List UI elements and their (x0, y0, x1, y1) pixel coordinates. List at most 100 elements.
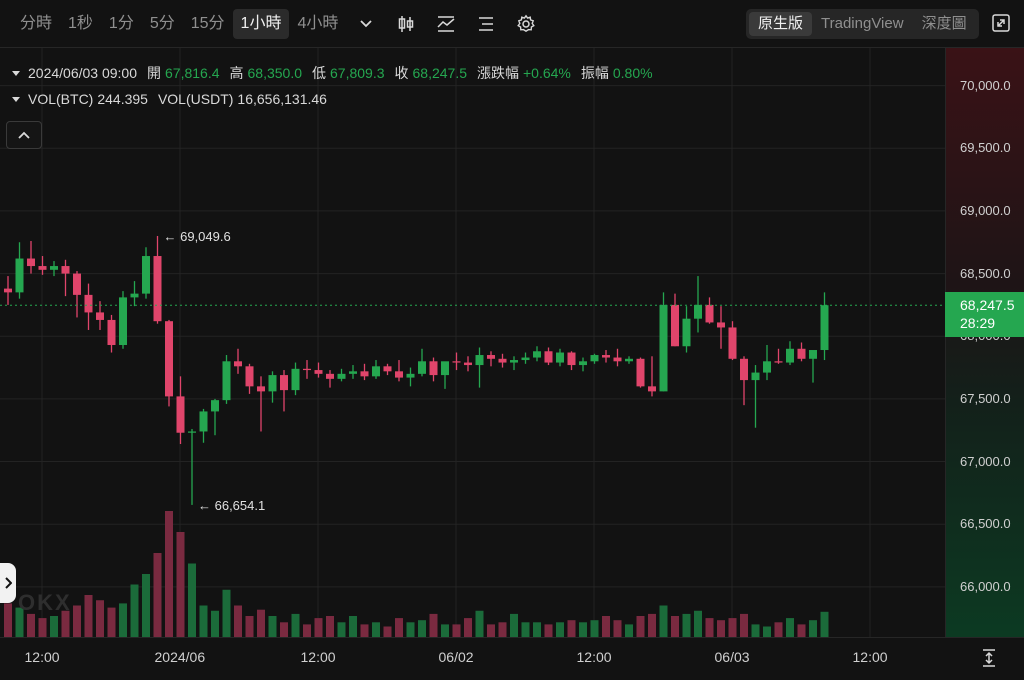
volume-bar (176, 532, 185, 637)
volume-bar (797, 624, 806, 637)
timeframe-4h[interactable]: 4小時 (297, 14, 339, 32)
candle-body (682, 318, 691, 347)
candle-body (268, 375, 277, 392)
candle-body (705, 304, 714, 323)
volume-bar (820, 611, 829, 637)
volume-bar (291, 613, 300, 637)
time-axis[interactable] (0, 637, 1024, 680)
candle-body (188, 431, 196, 433)
candle-body (395, 371, 403, 378)
time-tick-label: 12:00 (576, 649, 612, 665)
volume-bar (751, 624, 760, 637)
tab-native[interactable]: 原生版 (749, 12, 813, 36)
candle-body (728, 327, 737, 359)
fullscreen-icon[interactable] (988, 10, 1014, 36)
candle-body (314, 370, 323, 374)
legend-collapse-caret-icon[interactable] (12, 70, 20, 76)
timeframe-tick[interactable]: 分時 (20, 14, 53, 32)
volume-bar (717, 620, 725, 637)
candle-body (326, 373, 334, 379)
candle-body (774, 361, 783, 363)
volume-bar (349, 616, 357, 637)
timeframe-5m[interactable]: 5分 (149, 14, 175, 32)
candlestick-type-icon[interactable] (391, 9, 421, 39)
candle-body (61, 266, 70, 274)
candle-body (349, 371, 357, 374)
view-tabs: 原生版 TradingView 深度圖 (746, 9, 979, 39)
expand-sidebar-handle[interactable] (0, 563, 16, 603)
high-annotation: ← 69,049.6 (164, 229, 231, 244)
candle-body (4, 288, 12, 293)
volume-bar (406, 622, 415, 637)
volume-bar (579, 622, 587, 637)
amplitude-label: 振幅 (580, 65, 609, 81)
candle-body (602, 355, 610, 358)
volume-bar (452, 624, 461, 637)
candle-countdown: 28:29 (960, 315, 996, 331)
candle-body (613, 357, 622, 362)
candle-body (165, 321, 173, 397)
drawing-list-icon[interactable] (471, 9, 501, 39)
volume-bar (774, 622, 783, 637)
chevron-up-icon (18, 131, 30, 139)
candle-body (234, 361, 242, 367)
candle-body (176, 396, 185, 433)
high-value: 68,350.0 (247, 65, 303, 81)
candle-body (717, 322, 725, 328)
candle-body (291, 368, 300, 391)
time-tick-label: 12:00 (300, 649, 336, 665)
price-tick-label: 69,500.0 (960, 140, 1011, 156)
amplitude-value: 0.80% (612, 65, 653, 81)
volume-bar (383, 626, 392, 637)
volume-bar (510, 613, 518, 637)
volume-bar (15, 607, 24, 637)
price-tick-label: 70,000.0 (960, 77, 1011, 93)
candle-body (671, 304, 679, 347)
candle-body (406, 373, 415, 378)
timeframe-1s[interactable]: 1秒 (68, 14, 93, 32)
volume-bar (728, 618, 737, 637)
volume-bar (613, 620, 622, 637)
candle-body (636, 358, 645, 387)
candle-body (475, 355, 484, 366)
low-label: 低 (312, 65, 326, 81)
price-tick-label: 66,000.0 (960, 578, 1011, 594)
volume-legend: VOL(BTC) 244.395 VOL(USDT) 16,656,131.46 (12, 91, 337, 107)
candle-body (130, 293, 139, 298)
volume-bar (199, 605, 208, 637)
auto-fit-icon[interactable] (978, 647, 1000, 669)
candle-body (153, 256, 162, 322)
volume-bar (648, 613, 656, 637)
price-tick-label: 68,500.0 (960, 265, 1011, 281)
volume-bar (567, 620, 576, 637)
timeframe-1m[interactable]: 1分 (108, 14, 134, 32)
candle-body (50, 266, 58, 270)
volume-bar (38, 618, 47, 637)
timeframe-1h[interactable]: 1小時 (232, 8, 290, 39)
price-axis[interactable] (945, 48, 1024, 637)
volume-bar (521, 622, 530, 637)
volume-bar (245, 616, 254, 637)
candle-body (740, 358, 748, 381)
vol-usdt-value: 16,656,131.46 (237, 91, 327, 107)
candle-body (487, 355, 495, 359)
candlestick-chart[interactable]: ← 69,049.6 ← 66,654.1 (0, 48, 945, 637)
tab-tradingview[interactable]: TradingView (821, 15, 904, 32)
volume-bar (50, 616, 58, 637)
volume-bar (498, 622, 507, 637)
collapse-legend-button[interactable] (6, 121, 42, 149)
ohlc-legend: 2024/06/03 09:00 開 67,816.4 高 68,350.0 低… (12, 63, 663, 83)
low-annotation: ← 66,654.1 (198, 498, 265, 513)
timeframe-15m[interactable]: 15分 (190, 14, 225, 32)
volume-bar (625, 624, 633, 637)
volume-bar (418, 620, 426, 637)
tab-depth[interactable]: 深度圖 (921, 15, 967, 32)
more-timeframes-chevron-down-icon[interactable] (351, 9, 381, 39)
vol-usdt-label: VOL(USDT) (157, 91, 234, 107)
volume-collapse-caret-icon[interactable] (12, 96, 20, 102)
candle-body (510, 360, 518, 363)
price-tick-label: 67,000.0 (960, 453, 1011, 469)
time-tick-label: 2024/06 (154, 649, 206, 665)
settings-gear-icon[interactable] (511, 9, 541, 39)
indicator-icon[interactable] (431, 9, 461, 39)
